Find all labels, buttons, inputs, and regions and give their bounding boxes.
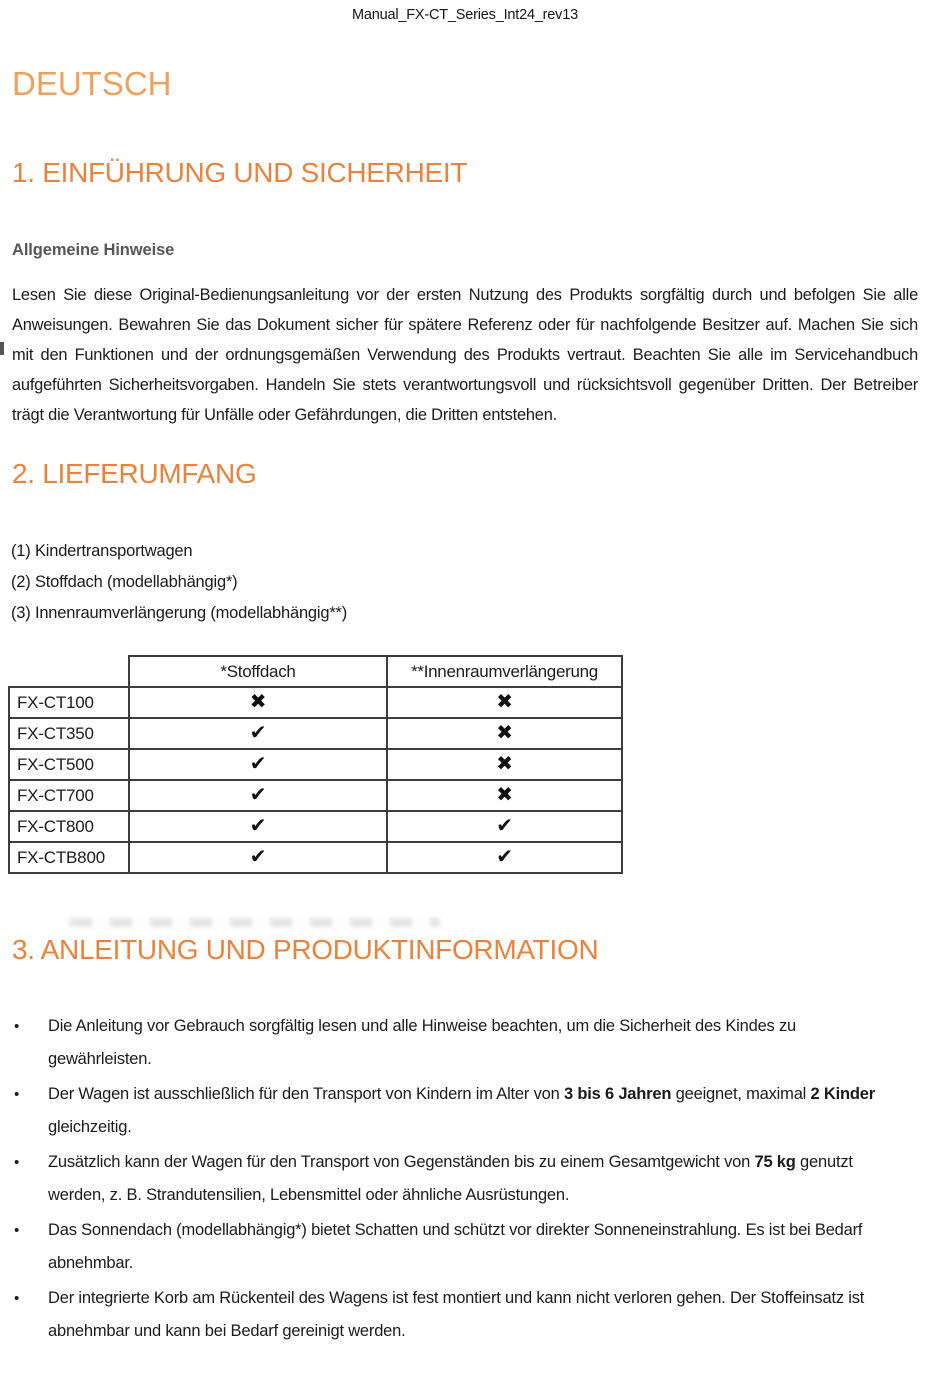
feature-not-included-cell: ✖ — [386, 779, 623, 812]
supply-list-item: (1) Kindertransportwagen — [11, 542, 193, 560]
subheading-allgemeine-hinweise: Allgemeine Hinweise — [12, 241, 175, 259]
bullet-icon: • — [14, 1018, 20, 1035]
feature-included-cell: ✔ — [128, 748, 388, 781]
model-name-cell: FX-CT700 — [8, 779, 130, 812]
table-row: FX-CT500 ✔ ✖ — [8, 748, 623, 781]
feature-not-included-cell: ✖ — [128, 686, 388, 719]
model-name-cell: FX-CT500 — [8, 748, 130, 781]
empty-header-cell — [9, 656, 129, 687]
check-icon: ✔ — [249, 846, 267, 868]
bullet-icon: • — [14, 1290, 20, 1307]
bullet-text: Das Sonnendach (modellabhängig*) bietet … — [48, 1214, 918, 1280]
bold-text: 2 Kinder — [810, 1085, 876, 1103]
page-title: DEUTSCH — [12, 65, 172, 102]
table-header-row: *Stoffdach **Innenraumverlängerung — [9, 655, 623, 688]
column-header-stoffdach: *Stoffdach — [128, 655, 388, 688]
check-icon: ✔ — [249, 784, 267, 806]
feature-included-cell: ✔ — [386, 810, 623, 843]
feature-not-included-cell: ✖ — [386, 748, 623, 781]
list-item: • Zusätzlich kann der Wagen für den Tran… — [14, 1146, 918, 1212]
model-name-cell: FX-CT800 — [8, 810, 130, 843]
text-run: gleichzeitig. — [48, 1118, 132, 1136]
column-header-innenraumverlaengerung: **Innenraumverlängerung — [386, 655, 623, 688]
check-icon: ✔ — [496, 846, 513, 868]
list-item: • Die Anleitung vor Gebrauch sorgfältig … — [14, 1010, 918, 1076]
list-item: • Der integrierte Korb am Rückenteil des… — [14, 1282, 918, 1348]
bullet-text: Die Anleitung vor Gebrauch sorgfältig le… — [48, 1010, 918, 1076]
cross-icon: ✖ — [496, 722, 513, 744]
bullet-icon: • — [14, 1086, 20, 1103]
scan-artifact-smudge — [70, 918, 440, 927]
model-name-cell: FX-CT100 — [8, 686, 130, 719]
section-heading-intro: 1. EINFÜHRUNG UND SICHERHEIT — [12, 157, 468, 188]
feature-included-cell: ✔ — [128, 841, 388, 874]
table-row: FX-CT350 ✔ ✖ — [8, 717, 623, 750]
document-filename-header: Manual_FX-CT_Series_Int24_rev13 — [352, 7, 578, 23]
model-name-cell: FX-CT350 — [8, 717, 130, 750]
table-row: FX-CT800 ✔ ✔ — [8, 810, 623, 843]
check-icon: ✔ — [496, 815, 513, 837]
check-icon: ✔ — [249, 753, 267, 775]
text-run: Der integrierte Korb am Rückenteil des W… — [48, 1289, 865, 1340]
check-icon: ✔ — [249, 815, 267, 837]
model-feature-table: *Stoffdach **Innenraumverlängerung FX-CT… — [8, 655, 623, 874]
bullet-text: Der Wagen ist ausschließlich für den Tra… — [48, 1078, 918, 1144]
cross-icon: ✖ — [496, 753, 513, 775]
feature-not-included-cell: ✖ — [386, 686, 623, 719]
section-heading-anleitung: 3. ANLEITUNG UND PRODUKTINFORMATION — [12, 934, 599, 965]
bold-text: 75 kg — [754, 1153, 796, 1171]
bullet-text: Der integrierte Korb am Rückenteil des W… — [48, 1282, 918, 1348]
supply-list-item: (2) Stoffdach (modellabhängig*) — [11, 573, 238, 591]
text-run: Zusätzlich kann der Wagen für den Transp… — [48, 1153, 755, 1171]
list-item: • Das Sonnendach (modellabhängig*) biete… — [14, 1214, 918, 1280]
cross-icon: ✖ — [496, 691, 513, 713]
feature-included-cell: ✔ — [128, 810, 388, 843]
cross-icon: ✖ — [496, 784, 513, 806]
text-run: Die Anleitung vor Gebrauch sorgfältig le… — [48, 1017, 797, 1068]
product-info-bullet-list: • Die Anleitung vor Gebrauch sorgfältig … — [14, 1010, 918, 1348]
scan-artifact-speck — [0, 342, 4, 355]
text-run: Der Wagen ist ausschließlich für den Tra… — [48, 1085, 564, 1103]
table-row: FX-CT100 ✖ ✖ — [8, 686, 623, 719]
bullet-icon: • — [14, 1154, 20, 1171]
feature-included-cell: ✔ — [128, 779, 388, 812]
list-item: • Der Wagen ist ausschließlich für den T… — [14, 1078, 918, 1144]
feature-included-cell: ✔ — [386, 841, 623, 874]
cross-icon: ✖ — [249, 691, 267, 713]
table-row: FX-CTB800 ✔ ✔ — [8, 841, 623, 874]
supply-list-item: (3) Innenraumverlängerung (modellabhängi… — [11, 604, 348, 622]
intro-paragraph: Lesen Sie diese Original-Bedienungsanlei… — [12, 286, 918, 424]
feature-included-cell: ✔ — [128, 717, 388, 750]
section-heading-lieferumfang: 2. LIEFERUMFANG — [12, 458, 257, 489]
bullet-icon: • — [14, 1222, 20, 1239]
feature-not-included-cell: ✖ — [386, 717, 623, 750]
bullet-text: Zusätzlich kann der Wagen für den Transp… — [48, 1146, 918, 1212]
supply-list: (1) Kindertransportwagen (2) Stoffdach (… — [11, 536, 918, 629]
check-icon: ✔ — [249, 722, 267, 744]
bold-text: 3 bis 6 Jahren — [563, 1085, 672, 1103]
text-run: genutzt werden, z. B. Strandutensilien, … — [48, 1153, 853, 1204]
model-name-cell: FX-CTB800 — [8, 841, 130, 874]
text-run: Das Sonnendach (modellabhängig*) bietet … — [48, 1221, 863, 1272]
text-run: geeignet, maximal — [671, 1085, 811, 1103]
table-row: FX-CT700 ✔ ✖ — [8, 779, 623, 812]
